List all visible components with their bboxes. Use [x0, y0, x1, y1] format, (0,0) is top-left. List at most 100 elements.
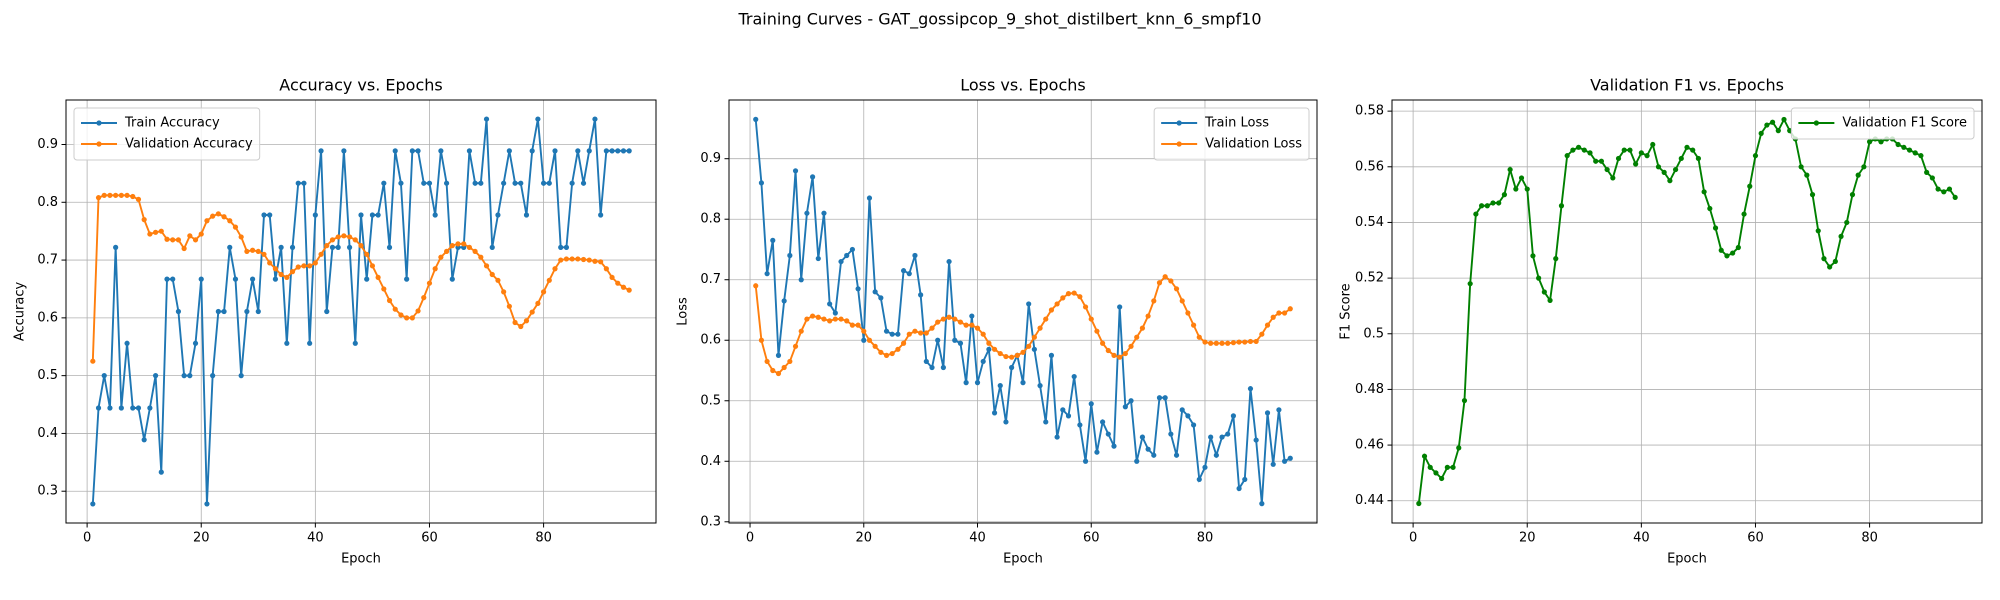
- point-marker: [1615, 155, 1622, 162]
- point-marker: [1461, 397, 1468, 404]
- legend-box: [1153, 107, 1310, 161]
- point-marker: [1650, 141, 1656, 148]
- x-axis-label: Epoch: [341, 552, 381, 567]
- point-marker: [1547, 297, 1553, 303]
- y-tick-label: 0.5: [700, 393, 721, 408]
- point-marker: [386, 297, 393, 304]
- subplot-title: Loss vs. Epochs: [960, 76, 1085, 95]
- point-marker: [923, 358, 929, 365]
- point-marker: [255, 248, 261, 255]
- point-marker: [764, 358, 770, 365]
- point-marker: [906, 271, 912, 277]
- point-marker: [181, 373, 187, 379]
- point-marker: [1247, 386, 1254, 392]
- point-marker: [569, 256, 575, 262]
- point-marker: [438, 254, 444, 260]
- point-marker: [1259, 501, 1265, 507]
- point-marker: [1156, 280, 1163, 286]
- point-marker: [1798, 164, 1804, 170]
- point-marker: [758, 180, 765, 186]
- point-marker: [1094, 449, 1100, 455]
- point-marker: [620, 284, 627, 290]
- point-marker: [1821, 256, 1827, 262]
- point-marker: [883, 352, 890, 358]
- point-marker: [244, 248, 250, 255]
- point-marker: [529, 148, 535, 154]
- point-marker: [575, 256, 581, 262]
- point-marker: [878, 349, 884, 355]
- point-marker: [1139, 434, 1146, 440]
- legend: Validation F1 Score: [1790, 107, 1975, 140]
- point-marker: [940, 364, 946, 371]
- point-marker: [1809, 192, 1816, 198]
- point-marker: [552, 148, 558, 154]
- point-marker: [472, 180, 478, 186]
- point-marker: [753, 283, 759, 289]
- point-marker: [1439, 475, 1445, 482]
- point-marker: [1427, 464, 1433, 470]
- point-marker: [375, 212, 381, 218]
- point-marker: [781, 298, 787, 304]
- point-marker: [1912, 150, 1918, 156]
- point-marker: [187, 233, 193, 239]
- legend-label: Validation Loss: [1205, 137, 1302, 152]
- point-marker: [472, 248, 478, 255]
- point-marker: [1020, 349, 1026, 355]
- point-marker: [181, 245, 187, 252]
- point-marker: [974, 325, 981, 331]
- point-marker: [1878, 139, 1884, 145]
- point-marker: [1270, 461, 1276, 467]
- x-tick-label: 0: [1409, 531, 1417, 546]
- point-marker: [392, 306, 398, 312]
- y-tick-label: 0.52: [1355, 271, 1384, 286]
- point-marker: [221, 214, 227, 220]
- point-marker: [1564, 153, 1570, 159]
- point-marker: [1100, 340, 1106, 346]
- point-marker: [358, 243, 364, 249]
- point-marker: [855, 322, 861, 328]
- y-tick-label: 0.58: [1355, 104, 1384, 119]
- point-marker: [1077, 422, 1083, 428]
- point-marker: [575, 148, 581, 154]
- point-marker: [1804, 172, 1810, 178]
- point-marker: [1060, 407, 1066, 413]
- y-tick-label: 0.3: [700, 514, 721, 529]
- point-marker: [1935, 186, 1941, 192]
- point-marker: [1861, 164, 1867, 170]
- subplot: 0 20 40 60 80 0.44 0.46 0.48 0.5 0.52 0.54 0.56 0.58…: [1339, 76, 1983, 567]
- point-marker: [1031, 334, 1037, 340]
- point-marker: [398, 180, 404, 186]
- point-marker: [335, 244, 341, 250]
- point-marker: [849, 322, 856, 328]
- point-marker: [1242, 339, 1248, 345]
- point-marker: [352, 237, 358, 243]
- point-marker: [952, 337, 958, 343]
- point-marker: [798, 328, 804, 334]
- point-marker: [1202, 464, 1208, 470]
- point-marker: [558, 244, 564, 250]
- x-tick-label: 20: [1519, 531, 1536, 546]
- point-marker: [478, 254, 484, 260]
- point-marker: [124, 340, 130, 346]
- point-marker: [192, 340, 199, 346]
- point-marker: [1117, 354, 1123, 360]
- point-marker: [1496, 200, 1502, 206]
- point-marker: [1173, 452, 1180, 458]
- point-marker: [849, 246, 856, 253]
- point-marker: [957, 340, 964, 346]
- x-tick-label: 80: [535, 531, 552, 546]
- y-tick-label: 0.3: [37, 484, 58, 499]
- point-marker: [1043, 316, 1049, 322]
- point-marker: [1185, 310, 1191, 316]
- point-marker: [278, 244, 284, 250]
- point-marker: [221, 308, 227, 315]
- point-marker: [1581, 147, 1587, 153]
- point-marker: [895, 331, 901, 337]
- y-axis-label: Accuracy: [13, 282, 28, 342]
- y-tick-label: 0.5: [37, 368, 58, 383]
- point-marker: [375, 274, 381, 281]
- point-marker: [1929, 175, 1935, 181]
- point-marker: [770, 367, 776, 374]
- point-marker: [198, 231, 204, 237]
- point-marker: [775, 370, 782, 377]
